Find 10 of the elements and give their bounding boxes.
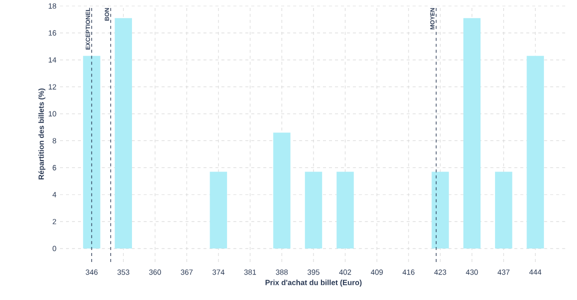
bar — [304, 172, 322, 249]
bar — [463, 18, 481, 249]
bar — [114, 18, 132, 249]
bar — [336, 172, 354, 249]
bar — [526, 56, 544, 249]
bar — [273, 132, 290, 249]
bar — [432, 172, 449, 249]
bar — [210, 172, 228, 249]
bar — [83, 56, 100, 249]
bar — [495, 172, 512, 249]
